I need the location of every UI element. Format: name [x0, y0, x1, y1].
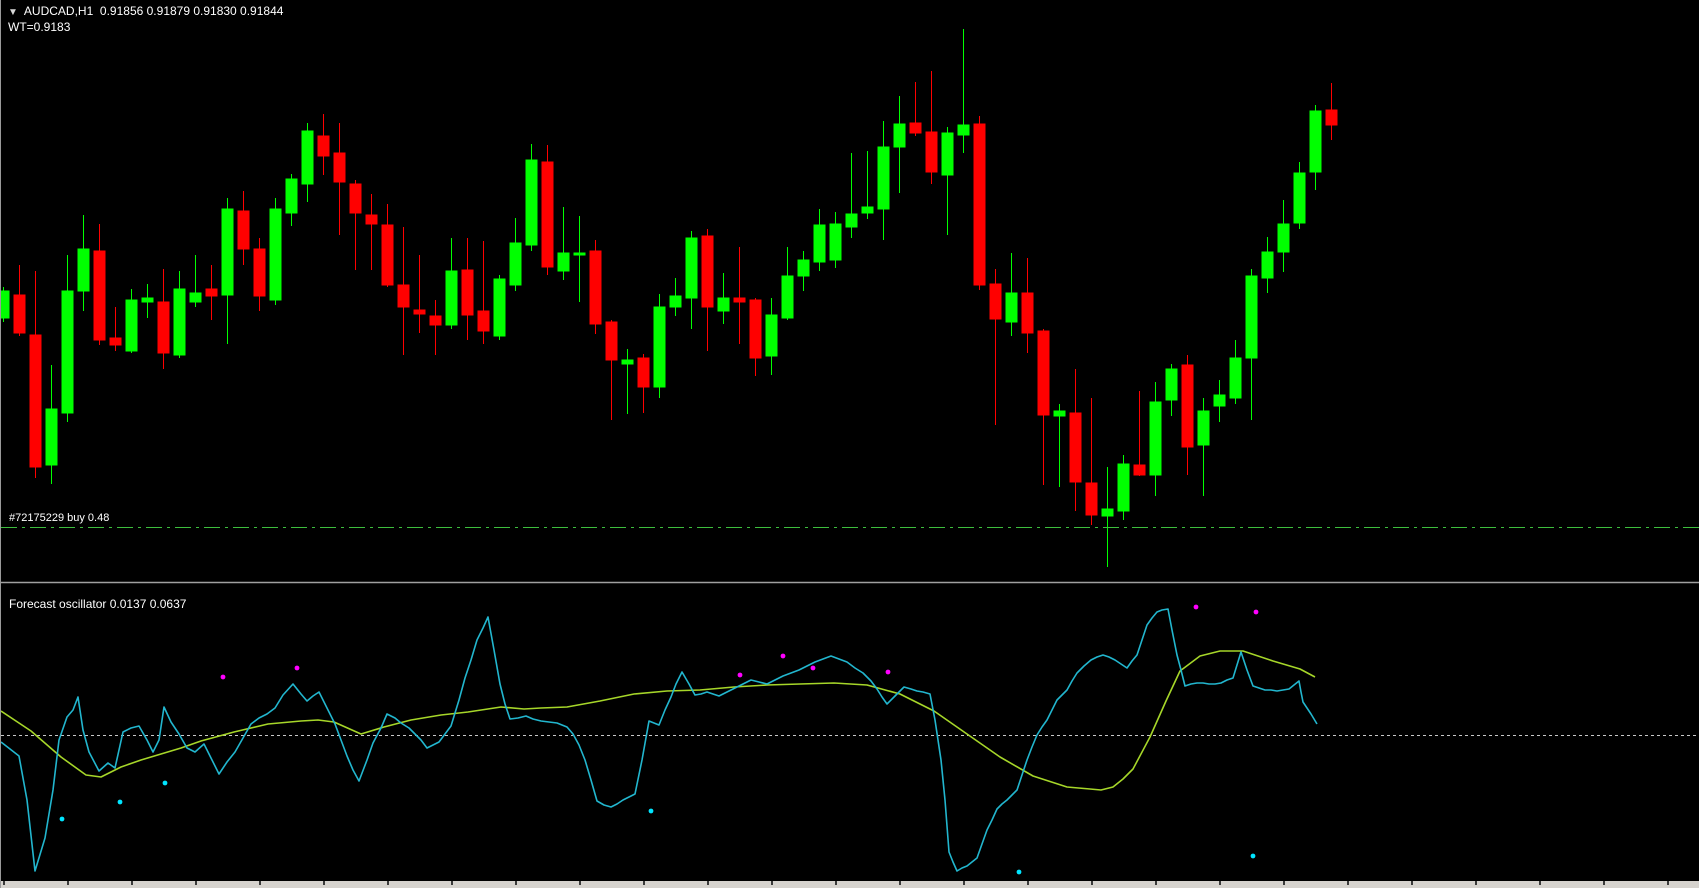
trade-order-label: #72175229 buy 0.48	[9, 512, 110, 524]
chart-dropdown-icon[interactable]: ▼	[8, 7, 18, 18]
quote-text: AUDCAD,H1 0.91856 0.91879 0.91830 0.9184…	[23, 4, 284, 18]
wt-indicator-value: WT=0.9183	[8, 20, 71, 34]
oscillator-layer	[1, 604, 1699, 875]
symbol-quote-line: ▼ AUDCAD,H1 0.91856 0.91879 0.91830 0.918…	[8, 4, 283, 20]
time-axis-strip[interactable]	[1, 881, 1699, 888]
candles-layer	[1, 29, 1338, 567]
oscillator-title: Forecast oscillator 0.0137 0.0637	[9, 597, 187, 611]
